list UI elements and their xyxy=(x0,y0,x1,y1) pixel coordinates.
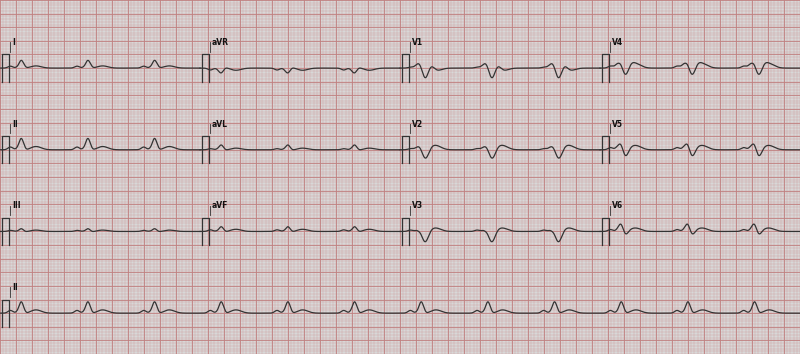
Text: V6: V6 xyxy=(612,201,623,210)
Text: aVL: aVL xyxy=(212,120,228,129)
Text: II: II xyxy=(12,283,18,292)
Text: II: II xyxy=(12,120,18,129)
Text: V2: V2 xyxy=(412,120,423,129)
Text: V1: V1 xyxy=(412,38,423,47)
Text: I: I xyxy=(12,38,15,47)
Text: V4: V4 xyxy=(612,38,623,47)
Text: V3: V3 xyxy=(412,201,423,210)
Text: aVF: aVF xyxy=(212,201,228,210)
Text: V5: V5 xyxy=(612,120,623,129)
Text: III: III xyxy=(12,201,21,210)
Text: aVR: aVR xyxy=(212,38,229,47)
